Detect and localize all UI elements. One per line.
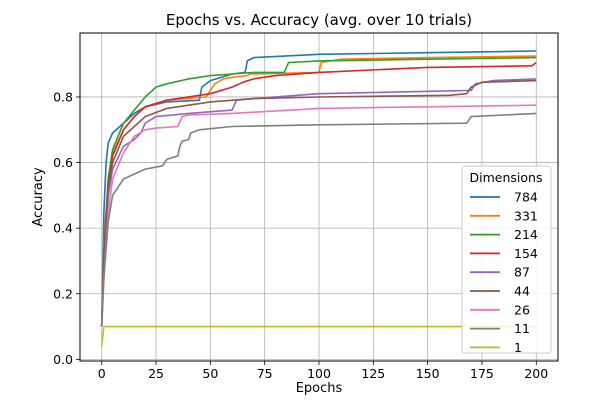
legend-label-331: 331: [514, 208, 538, 223]
series-line-26: [100, 104, 537, 327]
chart-title: Epochs vs. Accuracy (avg. over 10 trials…: [166, 11, 472, 29]
legend-label-154: 154: [514, 246, 538, 261]
x-axis-ticks: 0 25 50 75 100 125 150 175 200: [98, 361, 548, 381]
legend-label-11: 11: [514, 321, 530, 336]
y-tick-label: 0.0: [53, 352, 73, 367]
series-line-784: [100, 50, 537, 327]
series-line-44: [100, 79, 537, 327]
series-line-87: [100, 78, 537, 327]
legend-label-26: 26: [514, 302, 530, 317]
y-tick-label: 0.6: [53, 155, 73, 170]
x-tick-label: 50: [202, 366, 218, 381]
x-axis-label: Epochs: [296, 381, 343, 396]
legend-label-87: 87: [514, 265, 530, 280]
legend-label-214: 214: [514, 227, 538, 242]
legend-box: [461, 165, 552, 354]
legend-label-44: 44: [514, 284, 530, 299]
series-line-331: [100, 55, 537, 327]
x-tick-label: 25: [148, 366, 164, 381]
x-tick-label: 125: [361, 366, 385, 381]
series-line-11: [100, 112, 537, 327]
x-tick-label: 200: [524, 366, 548, 381]
y-tick-label: 0.8: [53, 89, 73, 104]
y-axis-ticks: 0.0 0.2 0.4 0.6 0.8: [53, 89, 80, 367]
series-line-1: [100, 325, 537, 347]
x-tick-label: 0: [98, 366, 106, 381]
y-axis-label: Accuracy: [31, 167, 46, 227]
x-tick-label: 150: [416, 366, 440, 381]
legend-label-784: 784: [514, 190, 538, 205]
series-layer: [100, 50, 537, 347]
y-tick-label: 0.4: [53, 221, 73, 236]
legend-label-1: 1: [514, 340, 522, 355]
x-tick-label: 100: [307, 366, 331, 381]
series-line-214: [100, 56, 537, 327]
y-tick-label: 0.2: [53, 286, 73, 301]
x-tick-label: 75: [257, 366, 273, 381]
x-tick-label: 175: [470, 366, 494, 381]
legend-title: Dimensions: [470, 170, 543, 185]
